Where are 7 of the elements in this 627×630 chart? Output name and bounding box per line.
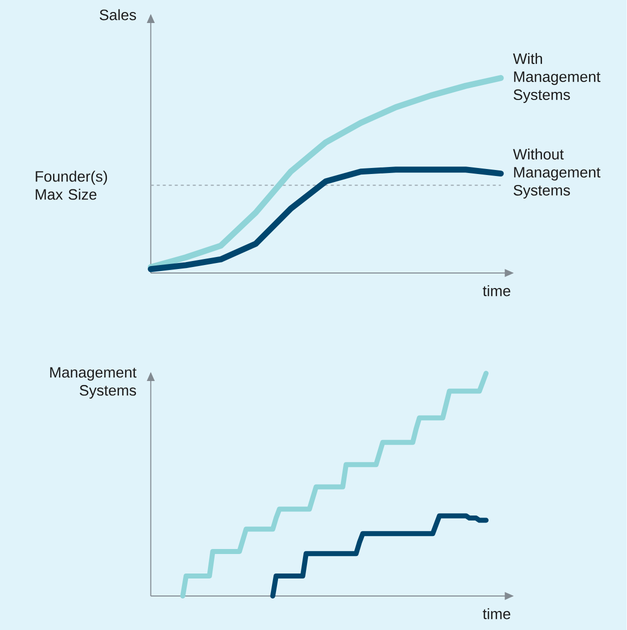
y-axis-title: Management Systems (50, 367, 137, 399)
ref-line-label: Founder(s) Max Size (36, 170, 108, 200)
series-label: With Management Systems (513, 53, 601, 103)
series-label: Without Management Systems (513, 148, 601, 199)
x-axis-title: time (482, 608, 510, 620)
y-axis-title: Sales (100, 9, 136, 20)
x-axis-title: time (482, 285, 510, 296)
